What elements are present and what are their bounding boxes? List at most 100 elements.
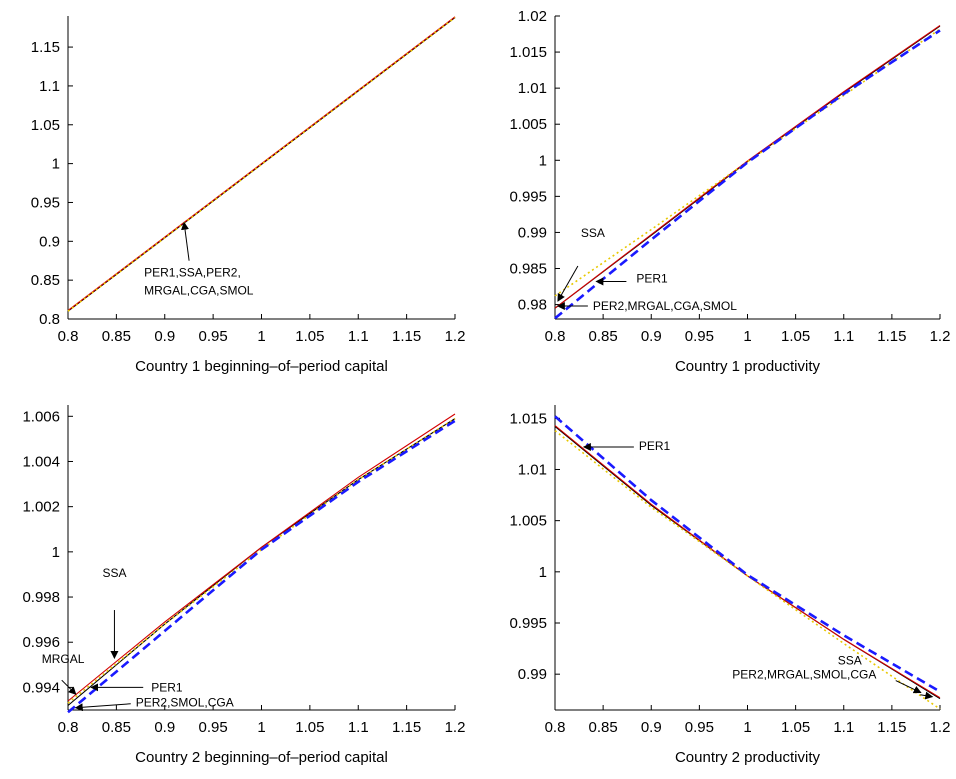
- y-tick-label: 0.98: [518, 297, 547, 314]
- annotation-arrow: [181, 221, 190, 261]
- x-tick-label: 1.15: [392, 719, 421, 736]
- x-tick-label: 1.2: [930, 719, 951, 736]
- x-tick-label: 1.05: [295, 719, 324, 736]
- x-tick-label: 1.15: [877, 719, 906, 736]
- x-tick-label: 1: [257, 328, 265, 345]
- x-tick-label: 0.85: [102, 328, 131, 345]
- y-tick-label: 1.015: [509, 44, 547, 61]
- y-tick-label: 1.006: [22, 408, 60, 425]
- x-tick-label: 0.8: [58, 328, 79, 345]
- annotation-label: PER1: [151, 680, 183, 694]
- annotation-label: PER1: [636, 271, 668, 285]
- x-tick-label: 0.9: [154, 328, 175, 345]
- series-line-1: [67, 17, 456, 312]
- x-tick-label: 0.8: [58, 719, 79, 736]
- series-line-4: [554, 29, 941, 320]
- x-tick-label: 0.8: [545, 328, 566, 345]
- x-tick-label: 1.1: [833, 328, 854, 345]
- x-tick-label: 0.9: [154, 719, 175, 736]
- annotation-label: PER1,SSA,PER2,: [144, 266, 241, 280]
- x-tick-label: 0.85: [589, 719, 618, 736]
- x-tick-label: 1.2: [930, 328, 951, 345]
- x-tick-label: 1.2: [445, 719, 466, 736]
- y-tick-label: 1.005: [509, 513, 547, 530]
- y-tick-label: 0.85: [31, 272, 60, 289]
- y-tick-label: 1.05: [31, 117, 60, 134]
- y-tick-label: 0.985: [509, 261, 547, 278]
- y-tick-label: 0.99: [518, 224, 547, 241]
- y-tick-label: 0.95: [31, 194, 60, 211]
- y-tick-label: 1.004: [22, 453, 60, 470]
- y-tick-label: 0.99: [518, 666, 547, 683]
- series-line-4: [67, 419, 456, 714]
- y-tick-label: 1: [52, 544, 60, 561]
- y-tick-label: 0.8: [39, 311, 60, 328]
- panel-3: 0.8 0.85 0.9 0.95 1 1.05 1.1 1.15 1.2 0.994 0.996 0…: [22, 405, 465, 766]
- x-tick-label: 1.15: [392, 328, 421, 345]
- series-line-3: [554, 429, 941, 710]
- x-tick-label: 1: [743, 719, 751, 736]
- series-line-3: [554, 28, 941, 297]
- y-tick-label: 1.015: [509, 410, 547, 427]
- x-tick-label: 1.1: [348, 719, 369, 736]
- x-tick-label: 0.95: [685, 328, 714, 345]
- x-tick-label: 0.95: [199, 328, 228, 345]
- series-line-2: [67, 413, 456, 702]
- x-tick-label: 1.1: [833, 719, 854, 736]
- annotation-label: PER1: [639, 439, 671, 453]
- series-line-3: [67, 16, 456, 312]
- y-tick-label: 1: [52, 156, 60, 173]
- series-line-4: [554, 415, 941, 693]
- x-tick-label: 0.8: [545, 719, 566, 736]
- annotation-label: MRGAL: [42, 652, 85, 666]
- series-line-3: [67, 417, 456, 704]
- annotation-label: SSA: [581, 226, 605, 240]
- y-tick-label: 0.995: [509, 188, 547, 205]
- annotation-arrow: [920, 691, 934, 700]
- x-tick-label: 1.05: [781, 719, 810, 736]
- x-tick-label: 0.85: [589, 328, 618, 345]
- x-tick-label: 1.05: [781, 328, 810, 345]
- x-tick-label: 1.1: [348, 328, 369, 345]
- x-tick-label: 0.95: [685, 719, 714, 736]
- y-tick-label: 1.02: [518, 8, 547, 25]
- y-tick-label: 1: [539, 152, 547, 169]
- annotation-label: PER2,MRGAL,CGA,SMOL: [593, 299, 737, 313]
- annotation-label: PER2,MRGAL,SMOL,CGA: [732, 668, 876, 682]
- annotation-label: SSA: [838, 654, 862, 668]
- y-tick-label: 0.994: [22, 679, 60, 696]
- panel-4: 0.8 0.85 0.9 0.95 1 1.05 1.1 1.15 1.2 0.99 0.995 1 1…: [509, 405, 950, 766]
- annotation-label: SSA: [102, 566, 126, 580]
- y-tick-label: 0.9: [39, 233, 60, 250]
- x-tick-label: 0.9: [641, 328, 662, 345]
- y-tick-label: 1.01: [518, 461, 547, 478]
- x-axis-title: Country 2 productivity: [675, 749, 821, 766]
- x-tick-label: 0.9: [641, 719, 662, 736]
- x-tick-label: 1.2: [445, 328, 466, 345]
- annotation-arrow: [61, 679, 77, 695]
- annotation-label: MRGAL,CGA,SMOL: [144, 284, 254, 298]
- y-tick-label: 1.1: [39, 78, 60, 95]
- y-tick-label: 1: [539, 564, 547, 581]
- x-tick-label: 1: [743, 328, 751, 345]
- y-tick-label: 0.998: [22, 589, 60, 606]
- annotation-label: PER2,SMOL,CGA: [136, 696, 234, 710]
- y-tick-label: 0.996: [22, 634, 60, 651]
- x-tick-label: 1.15: [877, 328, 906, 345]
- x-tick-label: 0.95: [199, 719, 228, 736]
- y-tick-label: 1.15: [31, 39, 60, 56]
- y-tick-label: 1.01: [518, 80, 547, 97]
- x-axis-title: Country 2 beginning–of–period capital: [135, 749, 388, 766]
- x-axis-title: Country 1 beginning–of–period capital: [135, 358, 388, 375]
- x-tick-label: 0.85: [102, 719, 131, 736]
- y-tick-label: 0.995: [509, 615, 547, 632]
- panel-1: 0.8 0.85 0.9 0.95 1 1.05 1.1 1.15 1.2 0.8 0.85 0.9 0…: [31, 16, 466, 375]
- x-tick-label: 1.05: [295, 328, 324, 345]
- y-tick-label: 1.005: [509, 116, 547, 133]
- y-tick-label: 1.002: [22, 499, 60, 516]
- annotation-arrow: [895, 680, 922, 694]
- panel-2: 0.8 0.85 0.9 0.95 1 1.05 1.1 1.15 1.2 0.98 0.985 0.…: [509, 8, 950, 375]
- x-axis-title: Country 1 productivity: [675, 358, 821, 375]
- x-tick-label: 1: [257, 719, 265, 736]
